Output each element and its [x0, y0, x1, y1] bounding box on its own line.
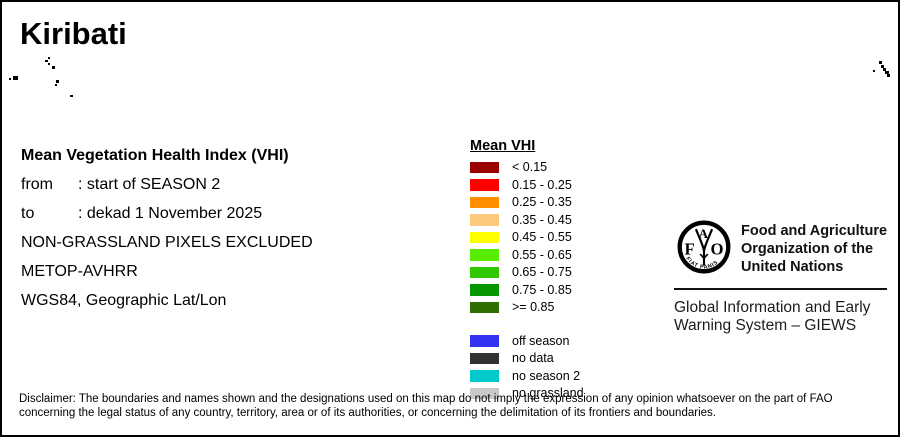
- vhi-class-row: < 0.15: [470, 161, 584, 174]
- fao-logo-letter-f: F: [685, 240, 695, 259]
- island-dot: [9, 78, 11, 80]
- giews-line: Global Information and Early: [674, 299, 871, 316]
- from-value: : start of SEASON 2: [78, 176, 221, 193]
- vhi-class-label: 0.35 - 0.45: [512, 212, 572, 227]
- vhi-class-swatch: [470, 284, 499, 296]
- island-dot: [70, 95, 73, 97]
- island-dot: [52, 66, 55, 69]
- island-dot: [887, 74, 890, 77]
- vhi-class-row: 0.25 - 0.35: [470, 196, 584, 209]
- vhi-class-row: >= 0.85: [470, 301, 584, 314]
- vhi-class-label: 0.15 - 0.25: [512, 177, 572, 192]
- from-label: from: [21, 176, 53, 193]
- fao-divider-line: [674, 288, 887, 290]
- page-title: Kiribati: [20, 16, 127, 51]
- metadata-to-line: to : dekad 1 November 2025: [21, 199, 313, 228]
- vhi-extra-row: no data: [470, 352, 584, 365]
- vhi-class-row: 0.15 - 0.25: [470, 177, 584, 192]
- vhi-class-label: 0.25 - 0.35: [512, 195, 572, 209]
- vhi-class-row: 0.65 - 0.75: [470, 266, 584, 279]
- vhi-extra-swatch: [470, 370, 499, 382]
- vhi-class-swatch: [470, 161, 499, 173]
- vhi-class-swatch: [470, 301, 499, 313]
- fao-logo-letter-a: A: [699, 226, 709, 241]
- legend-extra-list: off season no data no season 2 no grassland: [470, 333, 584, 400]
- vhi-class-label: 0.45 - 0.55: [512, 230, 572, 244]
- island-dot: [48, 57, 50, 59]
- vhi-class-swatch: [470, 249, 499, 261]
- metadata-heading: Mean Vegetation Health Index (VHI): [21, 147, 289, 164]
- vhi-class-row: 0.45 - 0.55: [470, 231, 584, 244]
- vhi-extra-label: no season 2: [512, 368, 581, 383]
- vhi-class-row: 0.55 - 0.65: [470, 247, 584, 262]
- legend-class-list: < 0.15 0.15 - 0.25 0.25 - 0.35 0.35 - 0.45 0…: [470, 161, 584, 314]
- metadata-from-line: from : start of SEASON 2: [21, 170, 313, 199]
- fao-logo-icon: F A O FIAT PANIS: [677, 220, 731, 274]
- vhi-extra-row: no grassland: [470, 387, 584, 400]
- island-dot: [45, 60, 48, 62]
- vhi-class-label: < 0.15: [512, 160, 548, 174]
- fao-logo-letter-o: O: [710, 240, 723, 259]
- vhi-class-row: 0.35 - 0.45: [470, 212, 584, 227]
- vhi-extra-row: off season: [470, 333, 584, 348]
- island-dot: [879, 61, 882, 64]
- vhi-extra-swatch: [470, 387, 499, 399]
- giews-line: Warning System – GIEWS: [674, 316, 857, 334]
- island-dot: [885, 71, 889, 74]
- island-dot: [55, 84, 57, 86]
- island-dot: [883, 68, 886, 71]
- to-value: : dekad 1 November 2025: [78, 205, 263, 222]
- vhi-class-swatch: [470, 231, 499, 243]
- to-label: to: [21, 205, 35, 222]
- vhi-class-label: >= 0.85: [512, 300, 555, 314]
- legend-title: Mean VHI: [470, 138, 536, 154]
- fao-org-line: Food and Agriculture: [741, 223, 888, 239]
- vhi-class-label: 0.65 - 0.75: [512, 265, 572, 279]
- vhi-extra-label: no grassland: [512, 386, 584, 400]
- metadata-pixels-line: NON-GRASSLAND PIXELS EXCLUDED: [21, 234, 313, 251]
- fao-org-name: Food and Agriculture Organization of the…: [741, 222, 887, 276]
- vhi-extra-label: no data: [512, 351, 554, 365]
- metadata-projection-line: WGS84, Geographic Lat/Lon: [21, 292, 227, 309]
- island-dot: [13, 76, 18, 80]
- vhi-class-swatch: [470, 179, 499, 191]
- giews-label: Global Information and Early Warning Sys…: [674, 299, 870, 334]
- vhi-class-swatch: [470, 266, 499, 278]
- vhi-class-label: 0.75 - 0.85: [512, 282, 572, 297]
- disclaimer-line: Disclaimer: The boundaries and names sho…: [19, 393, 833, 405]
- fao-org-line: Organization of the: [741, 241, 874, 257]
- island-dot: [873, 70, 875, 72]
- vhi-class-label: 0.55 - 0.65: [512, 247, 572, 262]
- island-dot: [56, 80, 59, 83]
- vhi-class-row: 0.75 - 0.85: [470, 282, 584, 297]
- fao-org-line: United Nations: [741, 259, 844, 275]
- disclaimer-text: Disclaimer: The boundaries and names sho…: [19, 393, 833, 420]
- vhi-legend: Mean VHI < 0.15 0.15 - 0.25 0.25 - 0.35 0.3…: [470, 138, 584, 405]
- vhi-class-swatch: [470, 196, 499, 208]
- vhi-class-swatch: [470, 214, 499, 226]
- vhi-extra-label: off season: [512, 333, 570, 348]
- metadata-sensor-line: METOP-AVHRR: [21, 263, 138, 280]
- island-dot: [881, 65, 884, 68]
- map-metadata-block: Mean Vegetation Health Index (VHI) from:…: [21, 141, 313, 315]
- disclaimer-line: concerning the legal status of any count…: [19, 406, 716, 419]
- vhi-extra-swatch: [470, 352, 499, 364]
- vhi-extra-row: no season 2: [470, 368, 584, 383]
- vhi-extra-swatch: [470, 335, 499, 347]
- island-dot: [48, 63, 50, 65]
- wheat-leaves-icon: [699, 253, 709, 259]
